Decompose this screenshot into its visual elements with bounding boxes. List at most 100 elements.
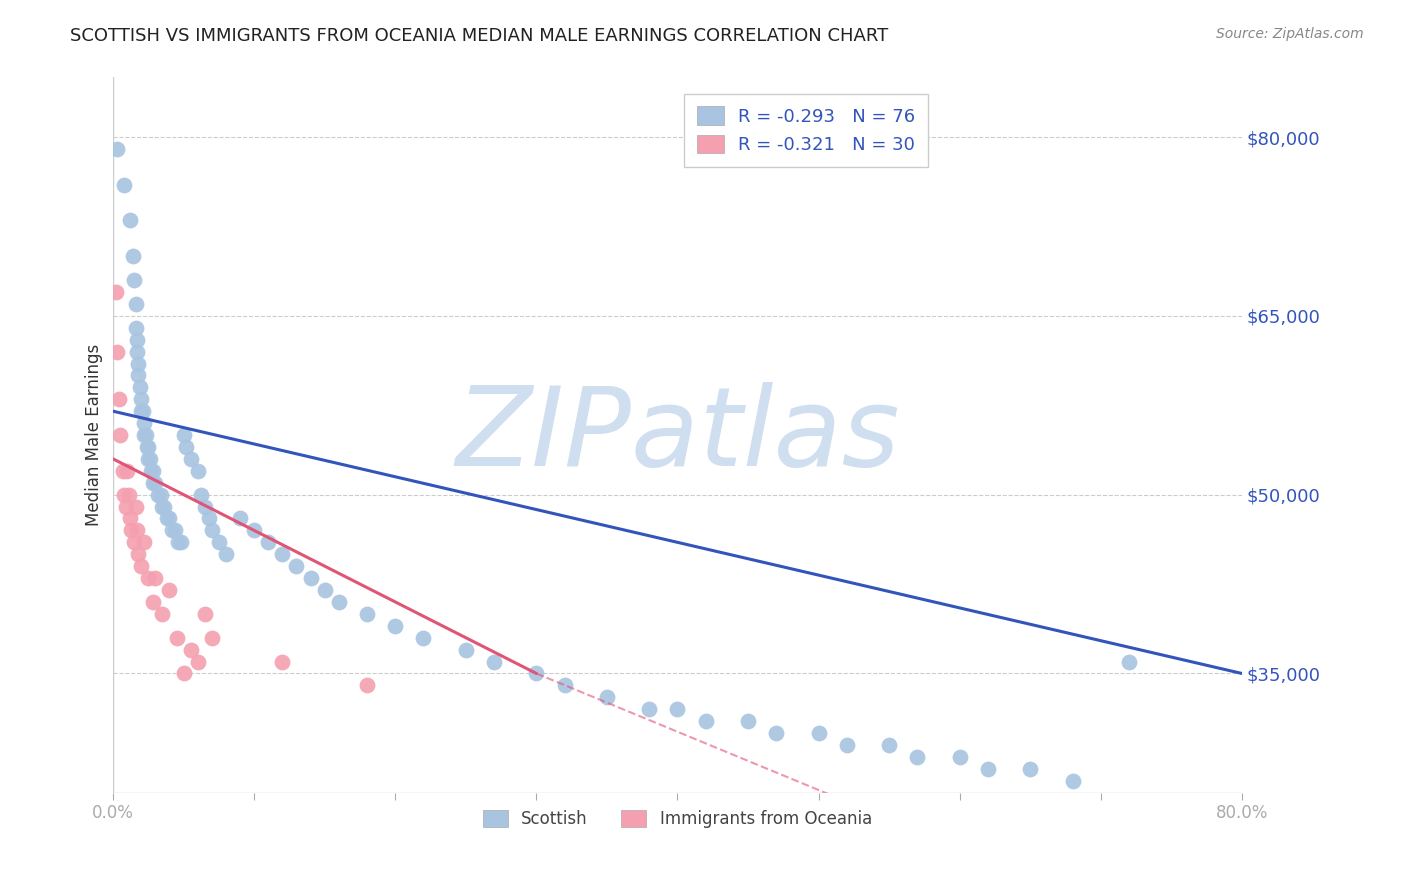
Point: [1019, 762, 1042, 776]
Point: [122, 273, 145, 287]
Point: [165, 524, 187, 538]
Point: [125, 344, 148, 359]
Point: [243, 524, 266, 538]
Text: Source: ZipAtlas.com: Source: ZipAtlas.com: [1216, 27, 1364, 41]
Point: [142, 464, 165, 478]
Point: [229, 511, 252, 525]
Point: [159, 582, 181, 597]
Point: [1118, 655, 1140, 669]
Point: [132, 428, 155, 442]
Point: [356, 607, 378, 621]
Point: [524, 666, 547, 681]
Point: [136, 451, 159, 466]
Point: [105, 344, 128, 359]
Point: [129, 404, 152, 418]
Point: [159, 511, 181, 525]
Point: [173, 666, 195, 681]
Point: [129, 392, 152, 407]
Point: [977, 762, 1000, 776]
Point: [118, 213, 141, 227]
Point: [117, 488, 139, 502]
Point: [412, 631, 434, 645]
Point: [170, 535, 193, 549]
Text: SCOTTISH VS IMMIGRANTS FROM OCEANIA MEDIAN MALE EARNINGS CORRELATION CHART: SCOTTISH VS IMMIGRANTS FROM OCEANIA MEDI…: [70, 27, 889, 45]
Point: [145, 475, 167, 490]
Point: [384, 619, 406, 633]
Text: ZIPatlas: ZIPatlas: [456, 382, 900, 489]
Point: [271, 655, 294, 669]
Point: [111, 464, 134, 478]
Point: [180, 451, 202, 466]
Point: [125, 333, 148, 347]
Point: [104, 285, 127, 299]
Point: [121, 249, 143, 263]
Point: [1062, 773, 1084, 788]
Point: [115, 464, 138, 478]
Point: [596, 690, 619, 705]
Point: [194, 500, 217, 514]
Point: [285, 559, 308, 574]
Point: [124, 297, 146, 311]
Point: [118, 511, 141, 525]
Y-axis label: Median Male Earnings: Median Male Earnings: [86, 344, 103, 526]
Point: [156, 511, 179, 525]
Point: [257, 535, 280, 549]
Point: [112, 488, 135, 502]
Point: [190, 488, 212, 502]
Point: [131, 404, 153, 418]
Point: [152, 500, 174, 514]
Point: [328, 595, 350, 609]
Point: [127, 368, 149, 383]
Point: [108, 428, 131, 442]
Point: [807, 726, 830, 740]
Point: [125, 524, 148, 538]
Point: [132, 535, 155, 549]
Point: [198, 511, 221, 525]
Point: [150, 488, 173, 502]
Point: [356, 678, 378, 692]
Point: [905, 750, 928, 764]
Legend: Scottish, Immigrants from Oceania: Scottish, Immigrants from Oceania: [477, 803, 879, 834]
Point: [132, 416, 155, 430]
Point: [153, 500, 176, 514]
Point: [167, 535, 190, 549]
Point: [166, 631, 188, 645]
Point: [949, 750, 972, 764]
Point: [765, 726, 787, 740]
Point: [176, 440, 198, 454]
Point: [127, 357, 149, 371]
Point: [138, 451, 160, 466]
Point: [122, 535, 145, 549]
Point: [148, 488, 170, 502]
Point: [299, 571, 322, 585]
Point: [314, 582, 336, 597]
Point: [454, 642, 477, 657]
Point: [271, 547, 294, 561]
Point: [187, 464, 209, 478]
Point: [194, 607, 217, 621]
Point: [124, 500, 146, 514]
Point: [554, 678, 576, 692]
Point: [107, 392, 129, 407]
Point: [201, 631, 224, 645]
Point: [129, 559, 152, 574]
Point: [162, 524, 184, 538]
Point: [835, 738, 858, 752]
Point: [215, 547, 238, 561]
Point: [136, 571, 159, 585]
Point: [638, 702, 661, 716]
Point: [187, 655, 209, 669]
Point: [127, 547, 149, 561]
Point: [666, 702, 689, 716]
Point: [134, 428, 156, 442]
Point: [124, 320, 146, 334]
Point: [135, 440, 157, 454]
Point: [145, 571, 167, 585]
Point: [482, 655, 505, 669]
Point: [201, 524, 224, 538]
Point: [877, 738, 900, 752]
Point: [180, 642, 202, 657]
Point: [141, 464, 163, 478]
Point: [737, 714, 759, 728]
Point: [142, 595, 165, 609]
